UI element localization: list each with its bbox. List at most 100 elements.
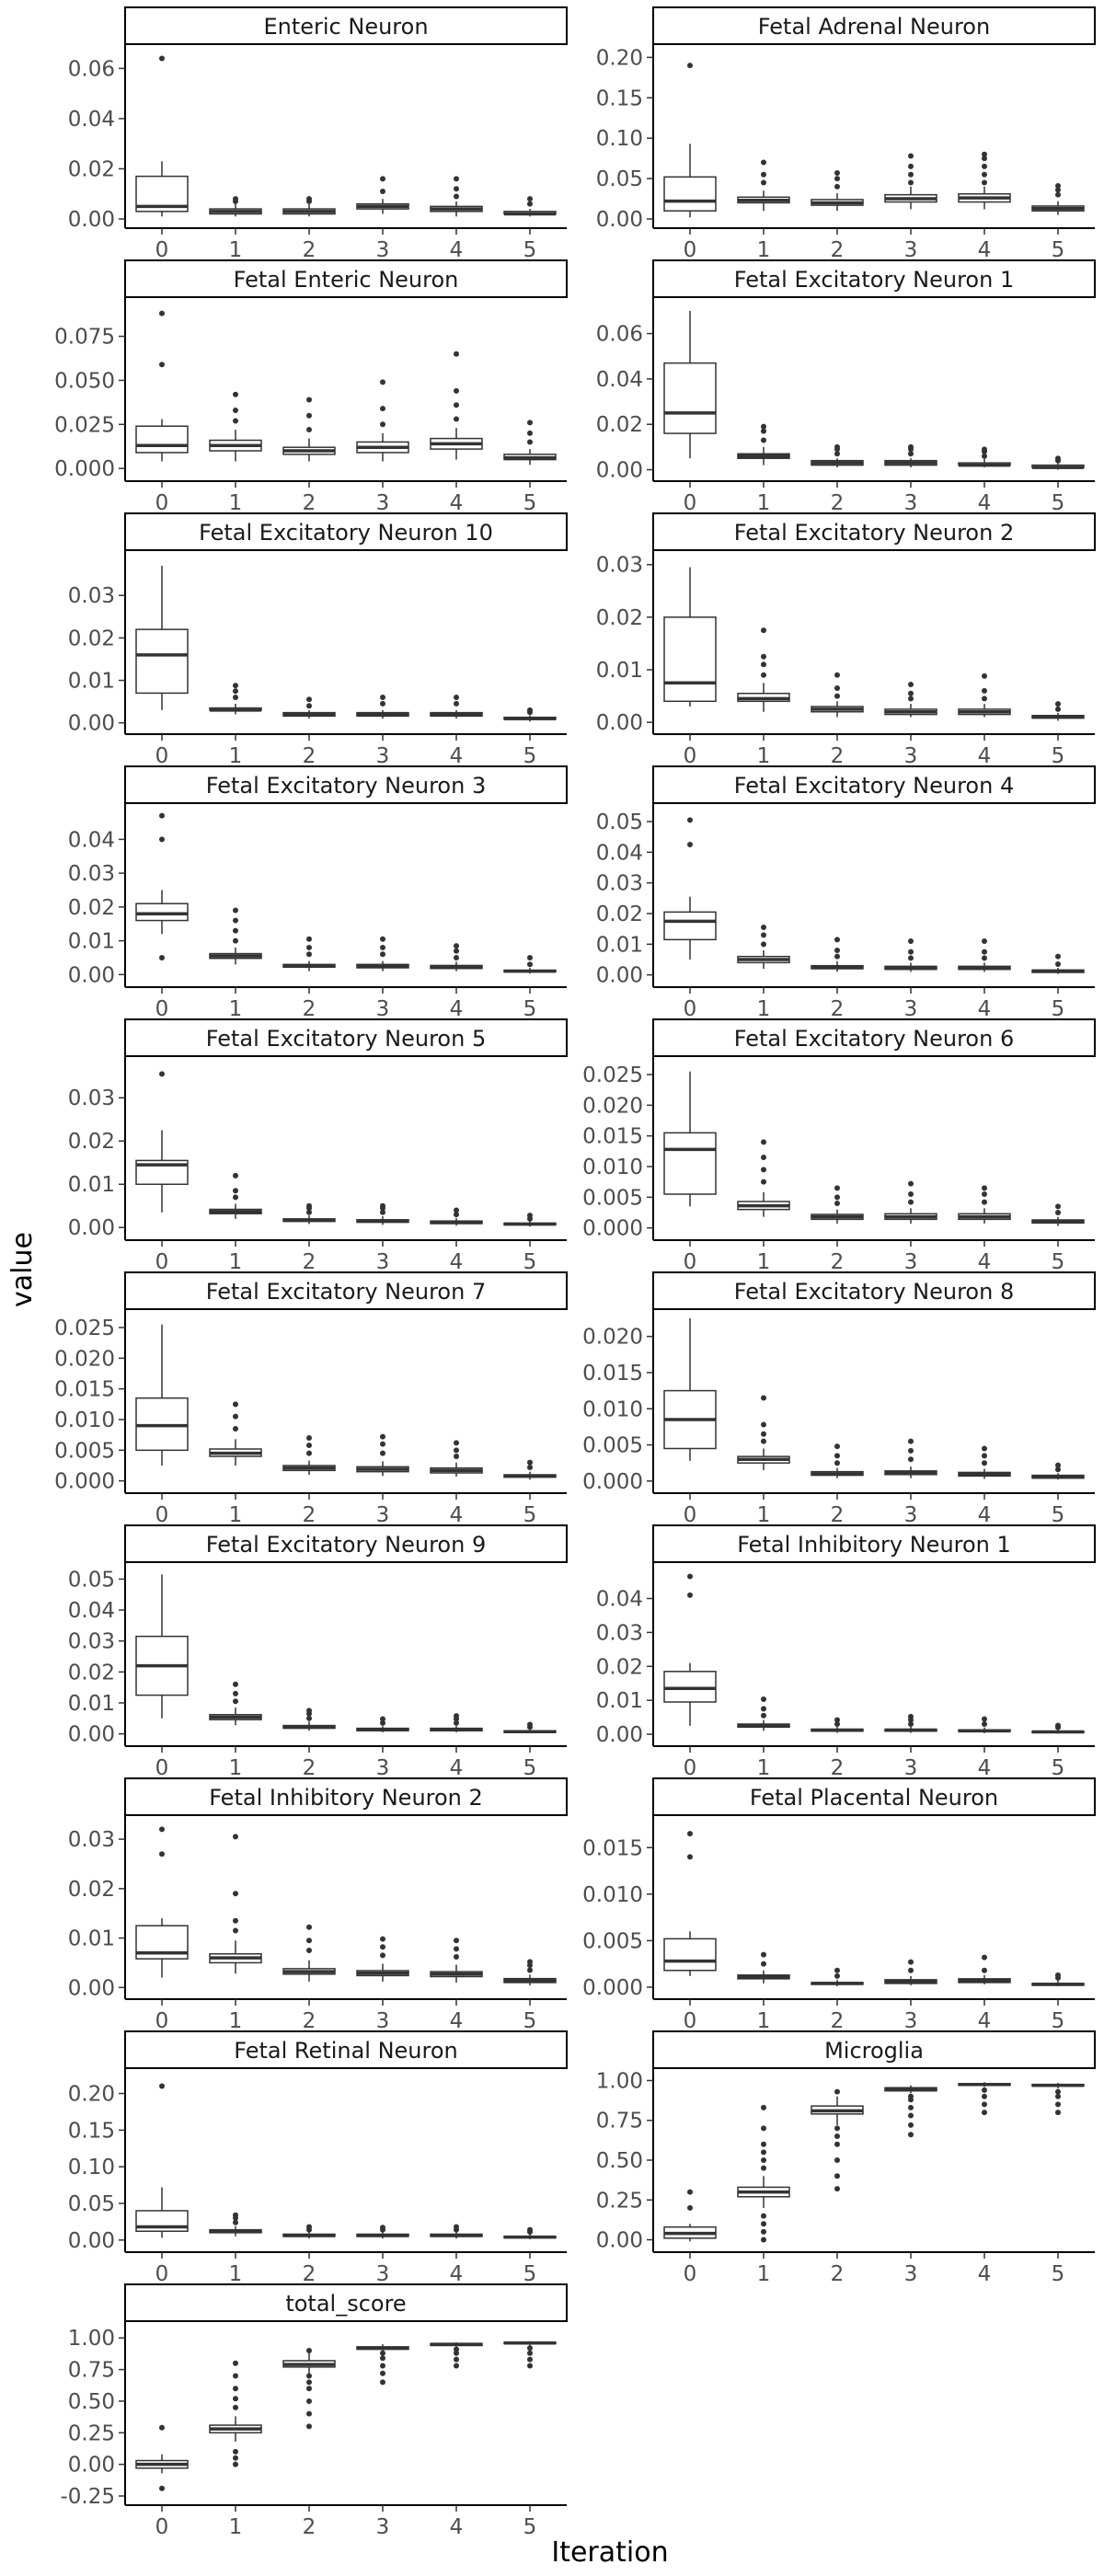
outlier-point <box>380 2355 385 2362</box>
outlier-point <box>1055 1210 1061 1215</box>
y-tick-label: 0.03 <box>68 1630 115 1654</box>
outlier-point <box>233 1194 238 1201</box>
x-tick-label: 3 <box>376 491 390 515</box>
facet-title: Fetal Excitatory Neuron 5 <box>206 1026 486 1052</box>
facet-panel: Fetal Inhibitory Neuron 2 0.00 0.01 0.02 0.0… <box>68 1777 568 2033</box>
outlier-point <box>1055 2093 1061 2099</box>
x-tick-label: 1 <box>229 1756 243 1780</box>
outlier-point <box>908 1720 914 1727</box>
y-tick-label: 0.000 <box>582 1976 643 2000</box>
boxplot-box <box>737 159 790 212</box>
outlier-point <box>306 1715 312 1721</box>
boxplot-box <box>430 1440 483 1477</box>
outlier-point <box>233 927 238 934</box>
outlier-point <box>761 2221 766 2227</box>
outlier-point <box>380 2370 385 2376</box>
outlier-point <box>233 695 238 700</box>
outlier-point <box>233 1426 238 1432</box>
y-tick-label: -0.25 <box>60 2485 115 2509</box>
y-tick-label: 0.04 <box>596 368 643 392</box>
outlier-point <box>306 1708 312 1714</box>
y-tick-label: 0.15 <box>596 86 643 110</box>
boxplot-box <box>430 1713 483 1732</box>
outlier-point <box>908 1959 914 1965</box>
outlier-point <box>761 1167 766 1173</box>
outlier-point <box>982 2110 987 2116</box>
facet-title: Fetal Excitatory Neuron 3 <box>206 773 486 799</box>
boxplot-box <box>356 695 409 719</box>
x-tick-label: 1 <box>229 1503 243 1527</box>
outlier-point <box>527 2226 533 2233</box>
y-tick-label: 0.00 <box>68 2229 115 2253</box>
outlier-point <box>687 1592 693 1598</box>
boxplot-box <box>1031 1462 1085 1480</box>
facet-title: Fetal Inhibitory Neuron 1 <box>737 1532 1011 1558</box>
facet-strip <box>652 1018 1096 1057</box>
outlier-point <box>380 1716 385 1722</box>
iqr-box <box>663 911 717 941</box>
outlier-point <box>527 201 533 207</box>
x-tick-label: 0 <box>684 2262 697 2286</box>
y-tick-label: 0.50 <box>596 2149 643 2173</box>
outlier-point <box>306 2224 312 2230</box>
x-tick-label: 0 <box>155 2009 169 2033</box>
x-tick-label: 3 <box>904 997 918 1021</box>
x-tick-label: 1 <box>229 1250 243 1274</box>
boxplot-box <box>356 176 409 214</box>
outlier-point <box>380 2350 385 2356</box>
y-tick-label: 0.01 <box>596 933 643 957</box>
boxplot-box <box>209 1681 262 1726</box>
outlier-point <box>233 1698 238 1705</box>
outlier-point <box>380 1944 385 1950</box>
facet-title: Fetal Excitatory Neuron 2 <box>734 520 1014 546</box>
boxplot-box <box>884 443 937 468</box>
boxplot-box <box>1031 1722 1085 1734</box>
outlier-point <box>834 2088 840 2095</box>
boxplot-box <box>1031 1972 1085 1986</box>
outlier-point <box>761 1139 766 1145</box>
x-tick-label: 5 <box>523 1503 537 1527</box>
y-tick-label: 0.06 <box>596 323 643 347</box>
y-tick-label: 0.020 <box>582 1326 643 1350</box>
outlier-point <box>306 2386 312 2392</box>
facet-strip <box>652 6 1096 45</box>
boxplot-box <box>503 1459 557 1480</box>
y-tick-label: 0.010 <box>54 1409 115 1432</box>
boxplot-box <box>884 682 937 718</box>
boxplot-box <box>209 2212 262 2237</box>
outlier-point <box>306 412 312 419</box>
x-tick-label: 1 <box>757 2009 771 2033</box>
x-tick-label: 4 <box>450 491 464 515</box>
facet-strip <box>652 1524 1096 1563</box>
outlier-point <box>454 948 459 954</box>
y-tick-label: 0.04 <box>68 1599 115 1623</box>
y-tick-label: 0.04 <box>596 841 643 865</box>
boxplot-box <box>430 1207 483 1226</box>
x-tick-label: 3 <box>904 1503 918 1527</box>
x-tick-label: 4 <box>450 2515 464 2539</box>
outlier-point <box>982 1199 987 1205</box>
outlier-point <box>908 1180 914 1187</box>
x-tick-label: 3 <box>376 2009 390 2033</box>
outlier-point <box>761 653 766 660</box>
y-tick-label: 0.02 <box>68 1878 115 1902</box>
x-tick-label: 4 <box>450 1250 464 1274</box>
x-tick-label: 1 <box>229 238 243 262</box>
x-tick-label: 5 <box>1052 2009 1065 2033</box>
x-tick-label: 2 <box>303 2009 316 2033</box>
boxplot-box <box>737 1951 790 1984</box>
x-tick-label: 5 <box>523 2009 537 2033</box>
boxplot-box <box>811 1443 864 1478</box>
boxplot-box <box>811 2088 864 2192</box>
outlier-point <box>380 176 385 182</box>
y-tick-label: 0.01 <box>68 930 115 954</box>
outlier-point <box>761 1431 766 1437</box>
boxplot-box <box>282 1924 336 1982</box>
outlier-point <box>834 451 840 457</box>
y-tick-label: 0.00 <box>596 711 643 735</box>
x-tick-label: 1 <box>229 2262 243 2286</box>
x-tick-label: 2 <box>303 2262 316 2286</box>
outlier-point <box>761 2141 766 2147</box>
boxplot-box <box>663 1573 717 1726</box>
x-tick-label: 5 <box>1052 1756 1065 1780</box>
